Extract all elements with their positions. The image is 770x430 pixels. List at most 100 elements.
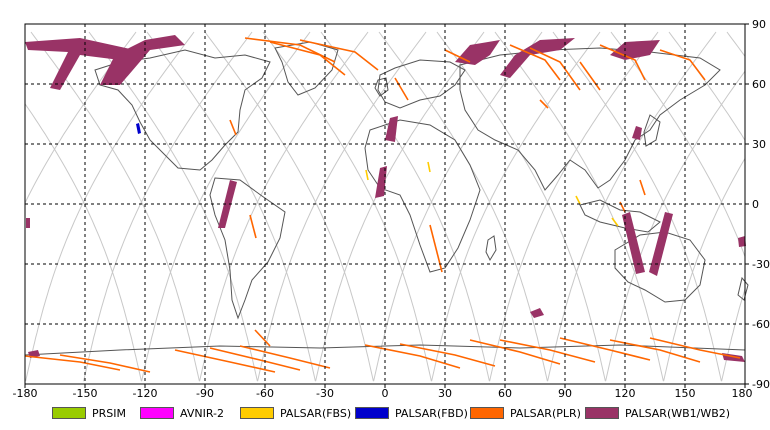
orbit-track [30, 31, 200, 382]
wb-swath-north-4 [500, 38, 575, 78]
legend-item-palsar-plr: PALSAR(PLR) [470, 405, 581, 421]
plr-strip [579, 61, 601, 91]
plr-strip [499, 339, 596, 363]
fbs-mark [575, 195, 581, 205]
palsar-fbd-marks [136, 123, 141, 134]
world-map-plot: -180 -150 -120 -90 -60 -30 0 30 60 90 12… [13, 18, 770, 400]
plr-strip [639, 179, 646, 196]
coastlines [24, 41, 749, 356]
plr-strip [609, 339, 701, 363]
wb-swath-pacific-west [26, 218, 30, 228]
legend-label-palsar-plr: PALSAR(PLR) [510, 406, 581, 420]
wb-swath-north-2 [100, 35, 185, 85]
x-tick-label: -120 [133, 387, 158, 400]
plr-strip [174, 349, 276, 373]
plr-strip [24, 355, 121, 371]
x-tick-label: -90 [196, 387, 214, 400]
legend-label-palsar-fbs: PALSAR(FBS) [280, 406, 352, 420]
orbit-track [494, 31, 664, 382]
wb-swath-southern-ocean [530, 308, 544, 318]
coast-north-america [94, 49, 271, 171]
coast-south-america [209, 177, 286, 320]
orbit-track [25, 31, 137, 205]
x-tick-label: 0 [382, 387, 389, 400]
coast-new-zealand [737, 276, 749, 301]
wb-swath-australia-2 [649, 212, 673, 276]
y-tick-label: -30 [752, 258, 770, 271]
orbit-track [25, 102, 142, 382]
x-tick-label: 120 [615, 387, 636, 400]
coverage-map: -180 -150 -120 -90 -60 -30 0 30 60 90 12… [13, 18, 770, 400]
wb-swath-australia-1 [622, 212, 645, 274]
y-tick-label: -90 [752, 378, 770, 391]
plr-strip [254, 329, 271, 347]
coast-africa [364, 119, 481, 273]
x-tick-label: 150 [675, 387, 696, 400]
legend-label-prsim: PRSIM [92, 406, 126, 420]
wb-swath-europe [385, 116, 398, 142]
orbit-track [204, 31, 374, 382]
orbit-track [146, 31, 316, 382]
orbit-track [262, 31, 432, 382]
orbit-track [25, 31, 195, 382]
coast-japan [643, 114, 661, 147]
fbs-mark [365, 169, 369, 181]
wb-swath-south-america [218, 180, 237, 228]
plr-strip [249, 214, 257, 239]
orbit-track [378, 31, 548, 382]
legend-swatch-avnir-2 [140, 407, 174, 419]
x-tick-label: -30 [316, 387, 334, 400]
legend-swatch-prsim [52, 407, 86, 419]
legend-item-palsar-wb1-wb2: PALSAR(WB1/WB2) [585, 405, 730, 421]
orbit-track [141, 31, 311, 382]
legend-item-palsar-fbd: PALSAR(FBD) [355, 405, 468, 421]
y-tick-label: 30 [752, 138, 766, 151]
plr-strip [659, 49, 706, 81]
palsar-plr-strips [24, 37, 741, 373]
orbit-track [663, 157, 745, 382]
x-tick-label: 180 [732, 387, 753, 400]
x-tick-label: -150 [73, 387, 98, 400]
wb-swath-africa [375, 166, 387, 198]
legend-label-palsar-wb1-wb2: PALSAR(WB1/WB2) [625, 406, 731, 420]
plr-strip [469, 339, 561, 365]
legend: PRSIM AVNIR-2 PALSAR(FBS) PALSAR(FBD) PA… [0, 400, 770, 430]
y-axis-tick-labels: 90 60 30 0 -30 -60 -90 [752, 18, 770, 391]
plr-strip [209, 347, 301, 371]
plr-strip [599, 44, 646, 81]
wb-swath-pacific-east [738, 236, 746, 247]
plr-strip [509, 44, 561, 81]
legend-label-palsar-fbd: PALSAR(FBD) [395, 406, 468, 420]
fbd-mark [136, 123, 141, 134]
plr-strip [394, 77, 409, 101]
orbit-track [552, 31, 722, 382]
orbit-track [436, 31, 606, 382]
legend-swatch-palsar-wb1-wb2 [585, 407, 619, 419]
orbit-track [605, 70, 745, 382]
orbit-track [320, 31, 490, 382]
x-tick-label: 30 [438, 387, 452, 400]
x-tick-label: 60 [498, 387, 512, 400]
plr-strip [559, 337, 651, 361]
orbit-track [489, 31, 659, 382]
plr-strip [429, 224, 443, 273]
graticule-grid [25, 24, 745, 384]
palsar-wb1-wb2-swaths [25, 35, 746, 362]
x-axis-tick-labels: -180 -150 -120 -90 -60 -30 0 30 60 90 12… [13, 387, 753, 400]
palsar-fbs-marks [365, 161, 619, 227]
x-tick-label: -180 [13, 387, 38, 400]
orbit-track [257, 31, 427, 382]
axis-ticks [24, 23, 749, 388]
orbit-track [373, 31, 543, 382]
legend-swatch-palsar-fbd [355, 407, 389, 419]
plr-strip [244, 37, 336, 63]
orbit-track [721, 287, 745, 382]
plr-strip [399, 343, 496, 367]
plr-strip [364, 344, 461, 369]
orbit-track [547, 31, 717, 382]
plr-strip [649, 337, 741, 359]
y-tick-label: -60 [752, 318, 770, 331]
wb-swath-north-5 [610, 40, 660, 60]
orbit-track [668, 31, 745, 142]
plr-strip [269, 41, 346, 76]
